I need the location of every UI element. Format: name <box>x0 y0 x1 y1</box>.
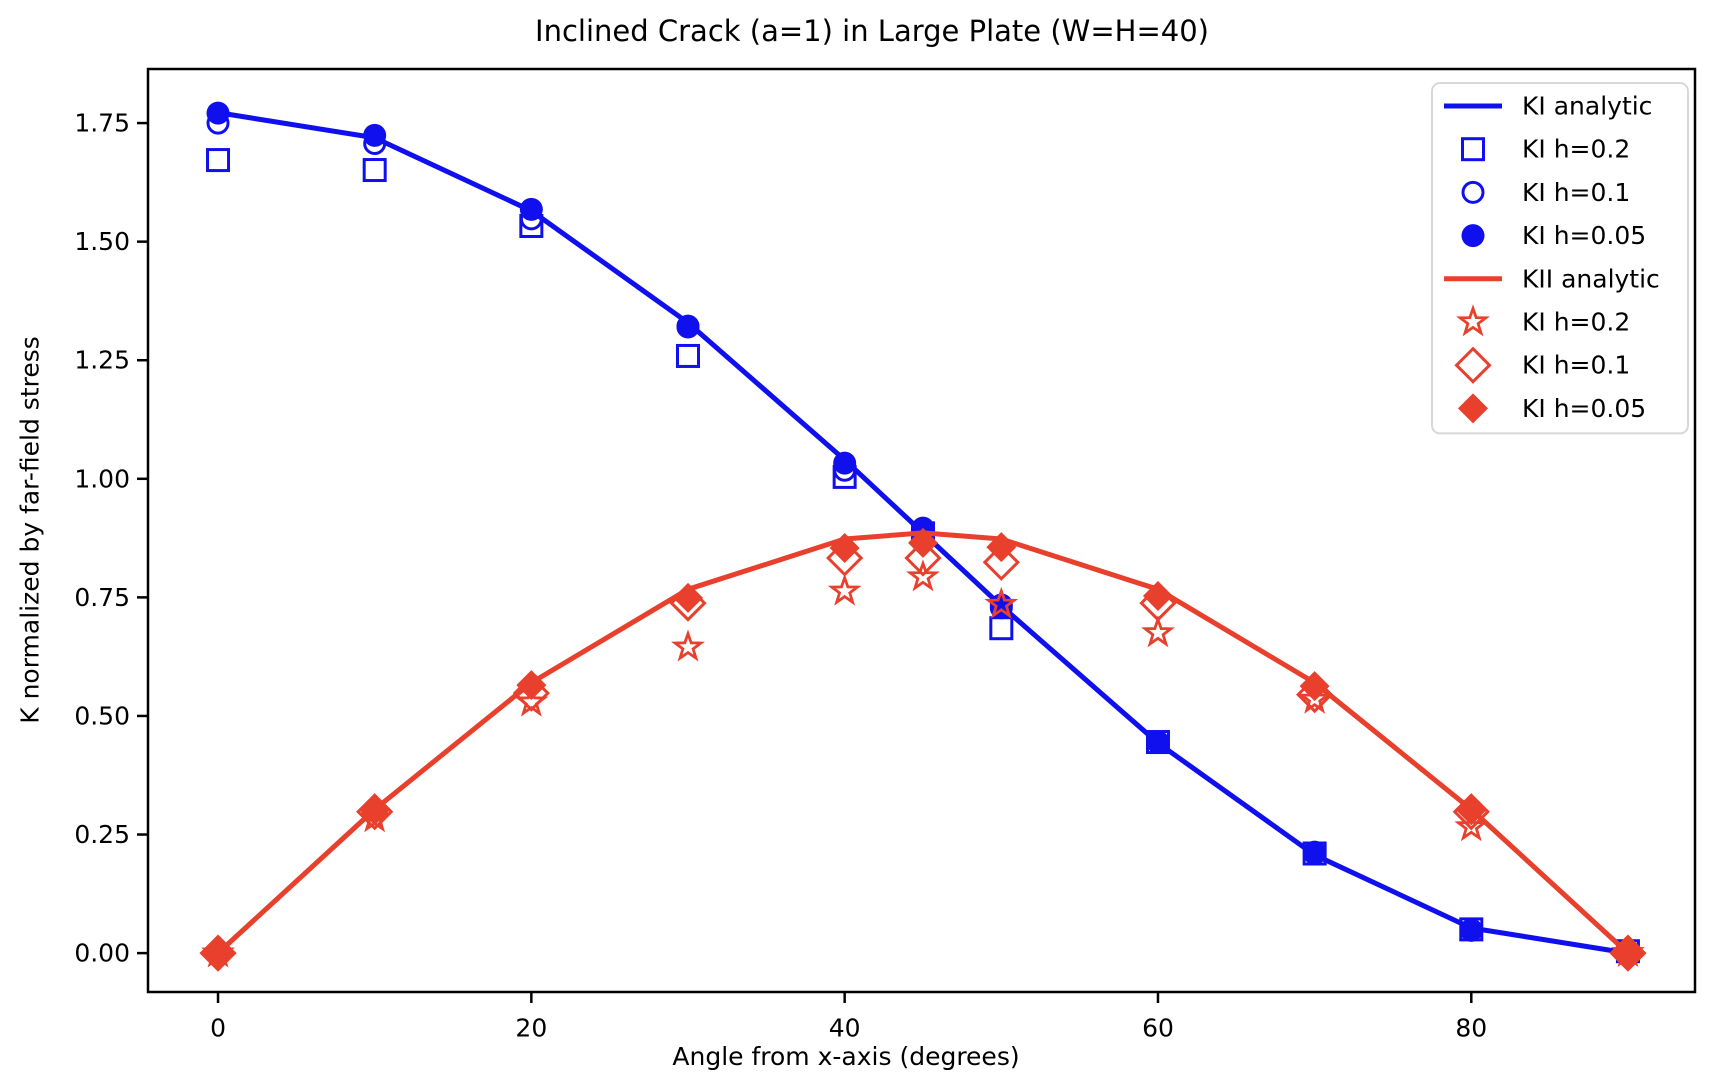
legend-label: KI analytic <box>1522 92 1652 121</box>
marker-filled-circle <box>676 314 700 338</box>
marker-open-diamond <box>982 543 1020 581</box>
legend-entry: KI h=0.05 <box>1461 221 1646 250</box>
y-tick-label: 0.25 <box>74 820 130 849</box>
legend-marker-filled-circle <box>1461 224 1485 248</box>
marker-open-square <box>989 616 1014 641</box>
legend-marker-filled-diamond <box>1458 393 1488 424</box>
marker-filled-diamond <box>1456 795 1487 826</box>
x-tick-label: 80 <box>1455 1014 1487 1043</box>
legend-entry: KI h=0.1 <box>1461 178 1630 207</box>
legend-entry: KI analytic <box>1444 92 1652 121</box>
legend-label: KI h=0.2 <box>1522 308 1630 337</box>
y-tick-label: 0.50 <box>74 701 130 730</box>
marker-filled-circle <box>1303 840 1327 864</box>
legend-label: KI h=0.2 <box>1522 135 1630 164</box>
marker-open-diamond <box>904 539 942 577</box>
y-tick-label: 1.75 <box>74 109 130 138</box>
legend-entry: KI h=0.2 <box>1456 304 1630 337</box>
marker-open-square <box>206 148 231 173</box>
legend-marker-open-circle <box>1461 180 1485 204</box>
legend-label: KI h=0.1 <box>1522 351 1630 380</box>
marker-open-diamond <box>826 539 864 577</box>
marker-filled-diamond <box>986 532 1017 563</box>
legend-label: KI h=0.05 <box>1522 394 1646 423</box>
y-tick-label: 0.00 <box>74 939 130 968</box>
marker-open-square <box>676 343 701 368</box>
x-tick-label: 20 <box>515 1014 547 1043</box>
marker-open-diamond <box>1609 934 1647 972</box>
marker-open-diamond <box>356 793 394 831</box>
legend: KI analytic KI h=0.2 KI h=0.1 KI h=0.05 KII … <box>1444 92 1660 424</box>
legend-entry: KI h=0.05 <box>1458 393 1646 424</box>
legend-box <box>1431 82 1689 435</box>
marker-filled-diamond <box>203 938 234 969</box>
marker-filled-circle <box>363 123 387 147</box>
marker-open-star <box>906 559 940 592</box>
marker-filled-circle <box>519 197 543 221</box>
marker-filled-diamond <box>907 527 938 558</box>
legend-entry: KI h=0.2 <box>1461 135 1630 164</box>
marker-open-star <box>827 573 862 606</box>
marker-filled-circle <box>1146 730 1170 754</box>
marker-open-star <box>984 586 1019 619</box>
marker-filled-diamond <box>1612 938 1643 969</box>
legend-marker-open-square <box>1461 137 1485 162</box>
marker-filled-diamond <box>829 533 860 564</box>
y-tick-label: 1.25 <box>74 346 130 375</box>
marker-filled-diamond <box>673 582 704 613</box>
legend-marker-open-diamond <box>1454 346 1492 384</box>
y-tick-label: 1.00 <box>74 464 130 493</box>
marker-open-square <box>362 158 387 183</box>
marker-open-diamond <box>199 934 237 972</box>
marker-open-star <box>1297 681 1332 714</box>
x-tick-label: 60 <box>1142 1014 1174 1043</box>
marker-open-diamond <box>1452 793 1490 831</box>
legend-entry: KII analytic <box>1444 264 1660 293</box>
plot-frame <box>146 67 1697 994</box>
chart-title: Inclined Crack (a=1) in Large Plate (W=H… <box>535 14 1209 48</box>
y-tick-label: 0.75 <box>74 583 130 612</box>
marker-filled-circle <box>1459 918 1483 942</box>
series-line-kii-analytic <box>215 530 1631 956</box>
marker-filled-diamond <box>516 670 547 701</box>
x-axis-label: Angle from x-axis (degrees) <box>672 1042 1020 1071</box>
series-markers-ki-h-0-05-filled-diamond <box>203 527 1643 969</box>
marker-open-star <box>1454 809 1489 842</box>
legend-label: KII analytic <box>1522 264 1660 293</box>
marker-filled-diamond <box>1142 580 1173 611</box>
x-tick-label: 0 <box>210 1014 226 1043</box>
marker-open-star <box>1141 615 1175 648</box>
legend-label: KI h=0.05 <box>1522 221 1646 250</box>
marker-filled-diamond <box>359 795 390 826</box>
legend-entry: KI h=0.1 <box>1454 346 1630 384</box>
x-tick-label: 40 <box>829 1014 861 1043</box>
marker-filled-circle <box>206 101 230 125</box>
legend-label: KI h=0.1 <box>1522 178 1630 207</box>
y-tick-label: 1.50 <box>74 227 130 256</box>
marker-filled-diamond <box>1299 671 1330 702</box>
legend-marker-open-star <box>1456 304 1490 337</box>
marker-open-star <box>671 629 705 662</box>
marker-filled-circle <box>833 451 857 475</box>
